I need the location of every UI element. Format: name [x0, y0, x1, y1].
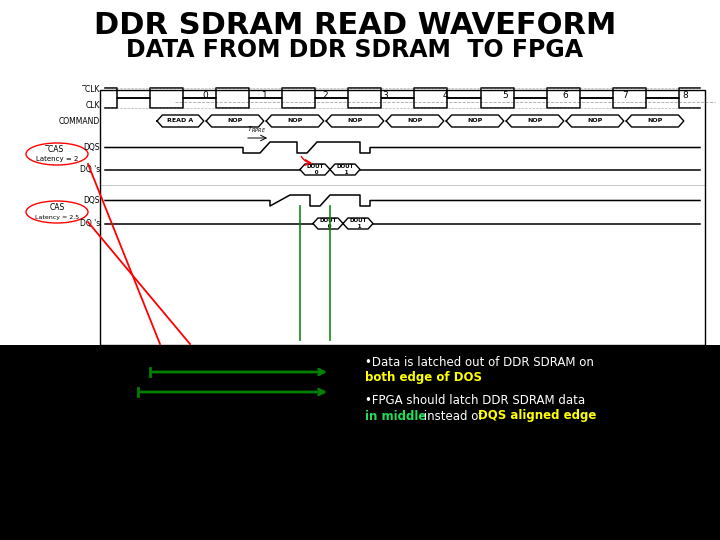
- Text: 8: 8: [682, 91, 688, 100]
- Text: 6: 6: [562, 91, 568, 100]
- Text: 7: 7: [622, 91, 628, 100]
- Text: READ A: READ A: [167, 118, 194, 124]
- Text: DOUT
  1: DOUT 1: [336, 164, 354, 175]
- Text: DQS: DQS: [84, 143, 100, 152]
- Text: •FPGA should latch DDR SDRAM data: •FPGA should latch DDR SDRAM data: [365, 394, 585, 407]
- Text: DOUT
  1: DOUT 1: [349, 218, 366, 229]
- Text: 4: 4: [442, 91, 448, 100]
- Text: NOP: NOP: [408, 118, 423, 124]
- Text: 2: 2: [322, 91, 328, 100]
- Text: •Data is latched out of DDR SDRAM on: •Data is latched out of DDR SDRAM on: [365, 355, 594, 368]
- Text: NOP: NOP: [647, 118, 662, 124]
- Text: instead of: instead of: [420, 409, 486, 422]
- Text: Latency = 2: Latency = 2: [36, 156, 78, 162]
- Text: DQ 's: DQ 's: [80, 165, 100, 174]
- Text: DQS aligned edge: DQS aligned edge: [478, 409, 596, 422]
- Text: $T_{RPRE}$: $T_{RPRE}$: [247, 125, 266, 135]
- Text: NOP: NOP: [228, 118, 243, 124]
- Polygon shape: [0, 345, 720, 540]
- Text: 1: 1: [262, 91, 268, 100]
- Text: NOP: NOP: [347, 118, 363, 124]
- Text: NOP: NOP: [588, 118, 603, 124]
- Text: NOP: NOP: [467, 118, 482, 124]
- Text: 0: 0: [202, 91, 208, 100]
- Text: DATA FROM DDR SDRAM  TO FPGA: DATA FROM DDR SDRAM TO FPGA: [127, 38, 583, 62]
- Text: DOUT
  0: DOUT 0: [306, 164, 324, 175]
- Text: in middle: in middle: [365, 409, 426, 422]
- Text: DQS: DQS: [84, 196, 100, 205]
- Text: 3: 3: [382, 91, 388, 100]
- Text: ̅CAS: ̅CAS: [50, 145, 65, 154]
- Text: DDR SDRAM READ WAVEFORM: DDR SDRAM READ WAVEFORM: [94, 10, 616, 39]
- Text: NOP: NOP: [527, 118, 543, 124]
- Text: both edge of DOS: both edge of DOS: [365, 372, 482, 384]
- Text: 5: 5: [502, 91, 508, 100]
- Text: COMMAND: COMMAND: [59, 117, 100, 125]
- Text: Latency = 2.5: Latency = 2.5: [35, 214, 79, 219]
- Text: DQ 's: DQ 's: [80, 219, 100, 228]
- Text: CAS: CAS: [50, 204, 65, 213]
- Text: NOP: NOP: [287, 118, 302, 124]
- Text: ̅CLK: ̅CLK: [86, 85, 100, 94]
- Text: CLK: CLK: [86, 102, 100, 111]
- Text: DOUT
  0: DOUT 0: [319, 218, 337, 229]
